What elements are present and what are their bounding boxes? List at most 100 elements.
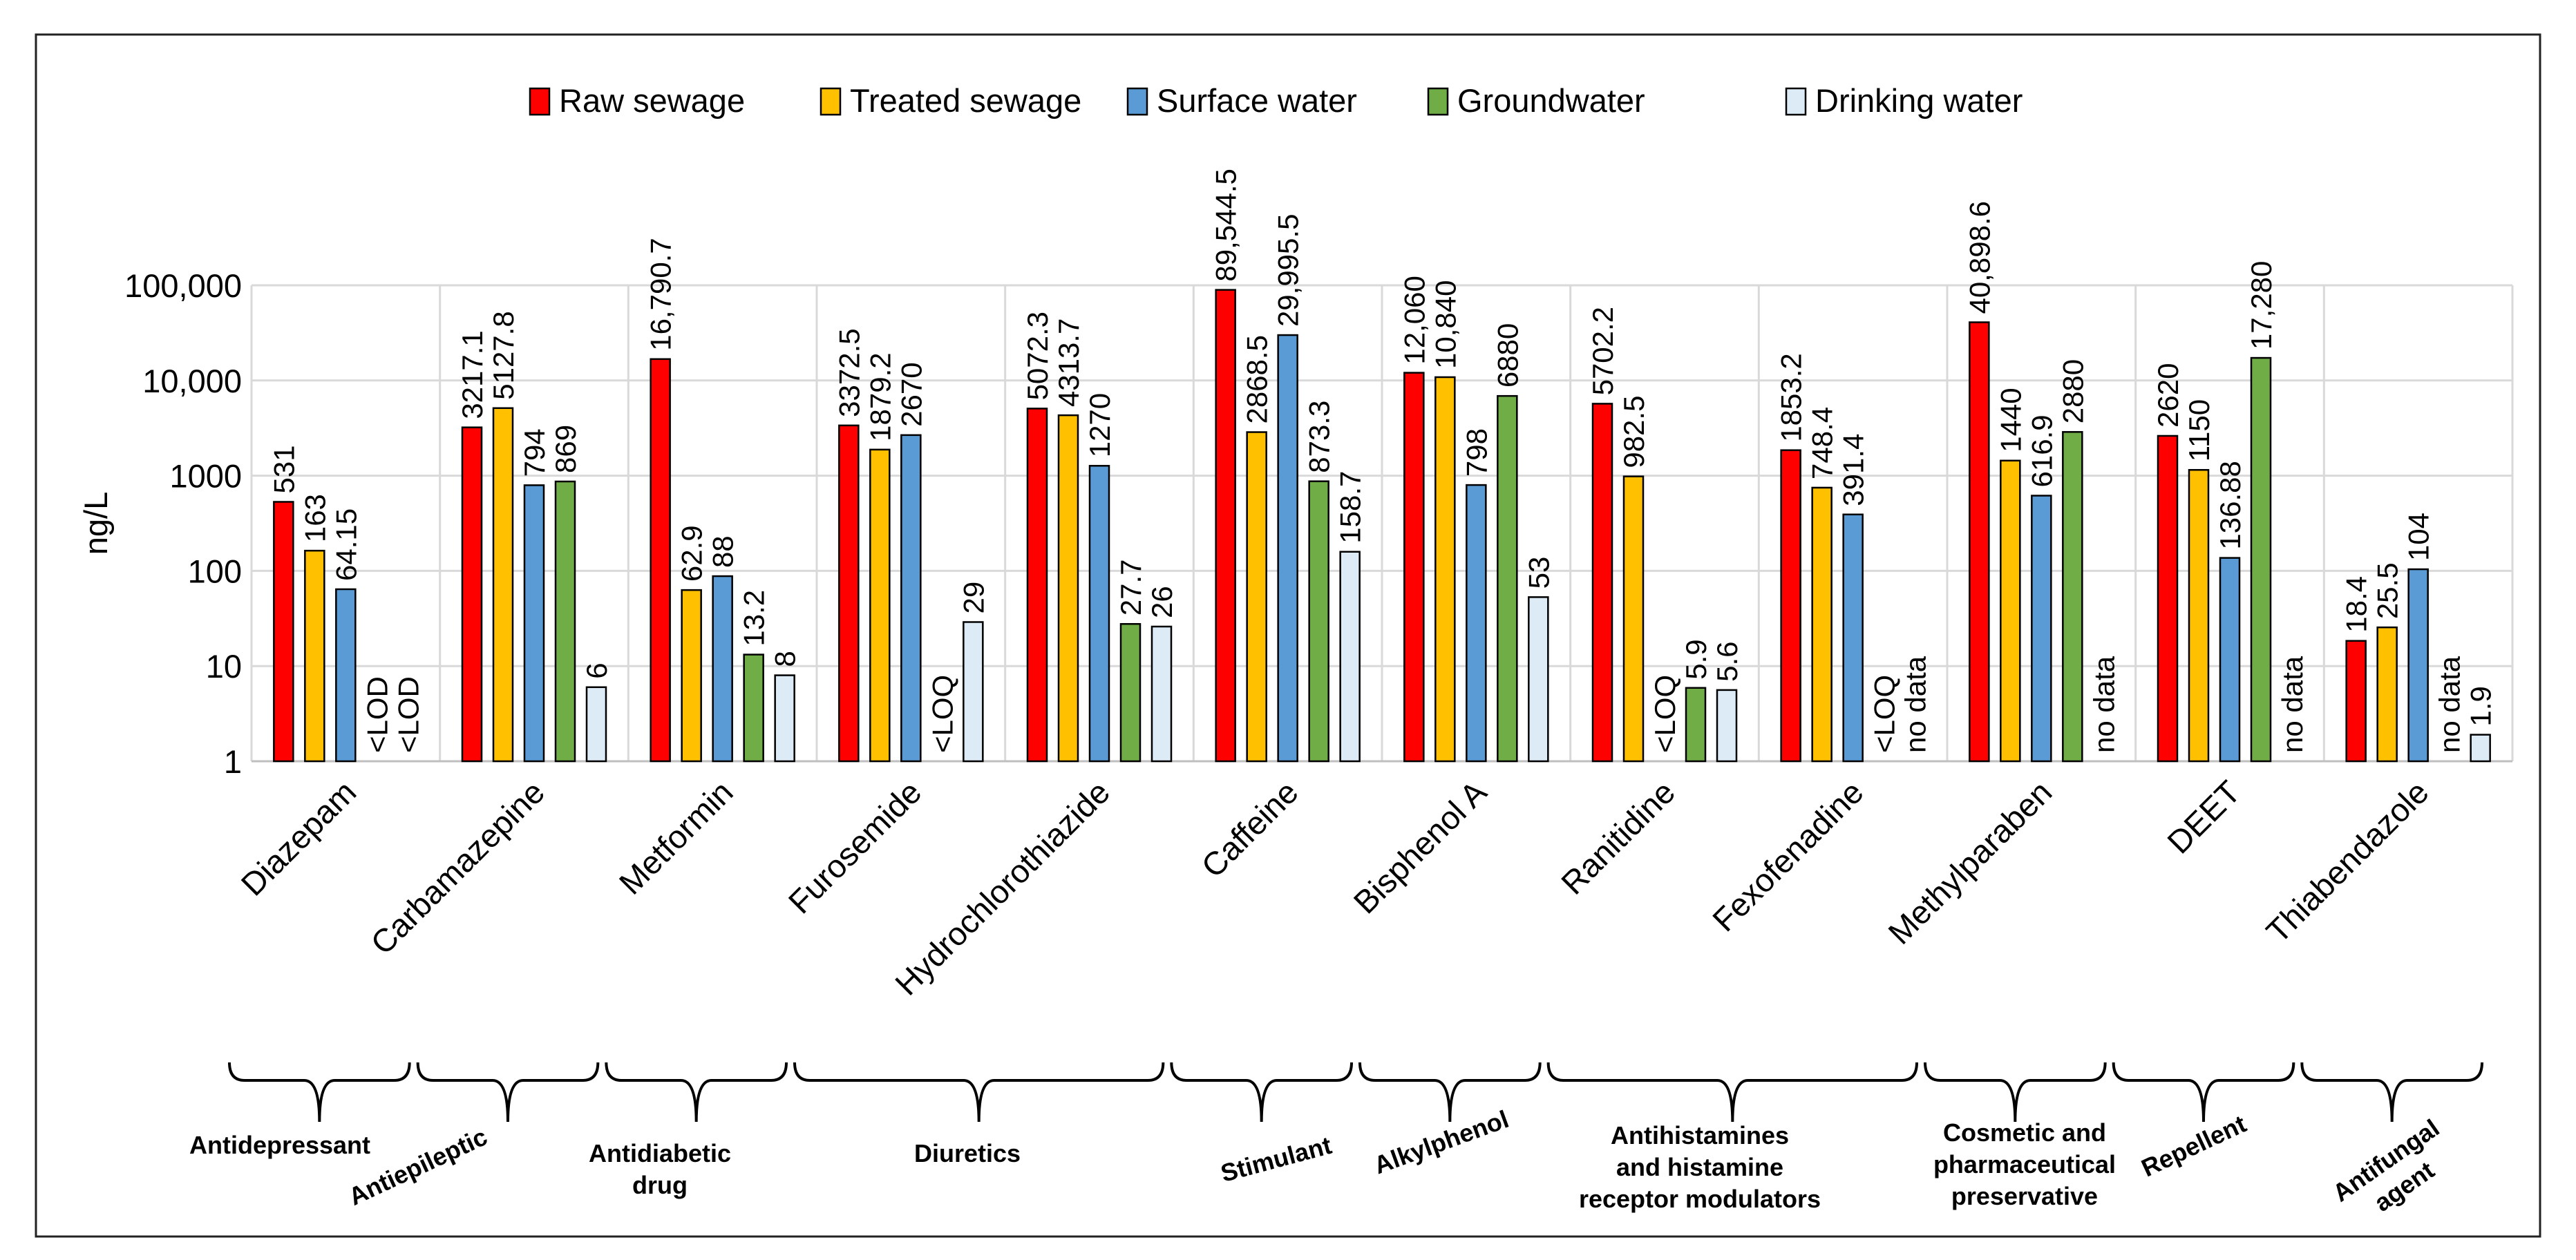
bar-drinking-water-carbamazepine — [585, 686, 607, 763]
data-label-drinking-water-diazepam: <LOD — [392, 676, 424, 753]
data-label-drinking-water-carbamazepine: 6 — [580, 662, 613, 678]
bar-treated-sewage-bisphenol-a — [1434, 376, 1456, 763]
data-label-treated-sewage-bisphenol-a: 10,840 — [1429, 280, 1461, 369]
legend-swatch-drinking-water — [1785, 87, 1807, 116]
y-tick-label: 1 — [224, 743, 242, 780]
group-label-antihistamines-and-histamine-receptor-modulators: Antihistamines and histamine receptor modu… — [1579, 1121, 1821, 1213]
bar-treated-sewage-metformin — [681, 589, 702, 763]
data-label-groundwater-ranitidine: 5.9 — [1680, 639, 1712, 679]
group-brace-antihistamines-and-histamine-receptor-modulators — [1546, 1062, 1918, 1123]
bar-surface-water-deet — [2219, 557, 2241, 763]
data-label-groundwater-thiabendazole: no data — [2434, 656, 2466, 753]
bar-treated-sewage-diazepam — [304, 549, 325, 763]
group-label-line: Antidiabetic — [589, 1139, 731, 1167]
bar-treated-sewage-furosemide — [869, 448, 891, 763]
bar-treated-sewage-caffeine — [1246, 431, 1267, 763]
data-label-drinking-water-bisphenol-a: 53 — [1522, 557, 1555, 589]
data-label-groundwater-caffeine: 873.3 — [1303, 401, 1336, 473]
data-label-treated-sewage-methylparaben: 1440 — [1994, 388, 2027, 452]
bar-drinking-water-metformin — [774, 674, 795, 763]
bar-drinking-water-caffeine — [1339, 551, 1361, 763]
data-label-surface-water-methylparaben: 616.9 — [2025, 414, 2058, 487]
data-label-surface-water-diazepam: 64.15 — [330, 508, 362, 581]
data-label-treated-sewage-metformin: 62.9 — [676, 525, 708, 582]
data-label-treated-sewage-fexofenadine: 748.4 — [1806, 407, 1839, 479]
legend-label-groundwater: Groundwater — [1457, 82, 1645, 119]
data-label-drinking-water-caffeine: 158.7 — [1334, 471, 1367, 544]
group-label-cosmetic-and-pharmaceutical-preservative: Cosmetic and pharmaceutical preservative — [1933, 1118, 2116, 1210]
group-brace-stimulant — [1170, 1062, 1353, 1123]
data-label-drinking-water-thiabendazole: 1.9 — [2465, 686, 2497, 726]
bar-raw-sewage-ranitidine — [1591, 403, 1613, 763]
legend-swatch-groundwater — [1427, 87, 1449, 116]
bar-drinking-water-bisphenol-a — [1528, 596, 1549, 763]
data-label-drinking-water-ranitidine: 5.6 — [1711, 642, 1743, 682]
bar-groundwater-metformin — [743, 653, 764, 763]
bar-raw-sewage-fexofenadine — [1780, 449, 1801, 763]
legend-label-treated-sewage: Treated sewage — [850, 82, 1081, 119]
data-label-treated-sewage-thiabendazole: 25.5 — [2371, 562, 2404, 619]
bar-groundwater-caffeine — [1308, 480, 1329, 763]
bar-drinking-water-furosemide — [963, 621, 984, 763]
group-label-line: pharmaceutical — [1933, 1150, 2116, 1178]
data-label-raw-sewage-thiabendazole: 18.4 — [2340, 576, 2373, 633]
bar-treated-sewage-thiabendazole — [2376, 626, 2398, 763]
bar-raw-sewage-diazepam — [273, 501, 294, 763]
data-label-surface-water-furosemide: 2670 — [895, 362, 927, 426]
bar-treated-sewage-hydrochlorothiazide — [1057, 414, 1079, 763]
bar-surface-water-bisphenol-a — [1466, 484, 1487, 763]
bar-surface-water-diazepam — [335, 588, 357, 763]
data-label-groundwater-deet: 17,280 — [2245, 261, 2277, 350]
data-label-drinking-water-deet: no data — [2276, 656, 2309, 753]
data-label-groundwater-fexofenadine: <LOQ — [1868, 675, 1901, 753]
group-label-line: Antihistamines — [1611, 1121, 1789, 1149]
data-label-raw-sewage-furosemide: 3372.5 — [833, 328, 865, 417]
data-label-drinking-water-metformin: 8 — [769, 651, 802, 667]
group-brace-antidepressant — [228, 1062, 411, 1123]
y-tick-label: 100 — [188, 553, 242, 589]
bar-groundwater-deet — [2250, 356, 2272, 763]
bar-treated-sewage-fexofenadine — [1811, 486, 1832, 763]
legend-label-surface-water: Surface water — [1157, 82, 1357, 119]
data-label-raw-sewage-ranitidine: 5702.2 — [1587, 307, 1619, 395]
data-label-surface-water-hydrochlorothiazide: 1270 — [1083, 393, 1116, 457]
group-label-line: and histamine — [1616, 1153, 1783, 1181]
data-label-drinking-water-hydrochlorothiazide: 26 — [1146, 586, 1178, 618]
bar-treated-sewage-carbamazepine — [492, 407, 514, 763]
y-tick-label: 100,000 — [124, 267, 242, 304]
group-brace-alkylphenol — [1358, 1062, 1542, 1123]
data-label-groundwater-metformin: 13.2 — [738, 590, 770, 647]
bar-surface-water-hydrochlorothiazide — [1088, 465, 1110, 763]
group-brace-antifungal-agent — [2300, 1062, 2483, 1123]
bar-surface-water-carbamazepine — [523, 484, 545, 763]
data-label-surface-water-deet: 136.88 — [2214, 461, 2246, 549]
data-label-groundwater-hydrochlorothiazide: 27.7 — [1115, 559, 1147, 615]
legend-swatch-raw-sewage — [529, 87, 551, 116]
bar-drinking-water-ranitidine — [1716, 689, 1738, 763]
data-label-drinking-water-furosemide: 29 — [957, 582, 989, 614]
data-label-treated-sewage-furosemide: 1879.2 — [864, 352, 896, 441]
group-label-line: receptor modulators — [1579, 1185, 1821, 1213]
bars: 531 3217.1 16,790.7 3372.5 5072.3 89,544.5 12,… — [267, 169, 2497, 763]
bar-groundwater-hydrochlorothiazide — [1119, 622, 1142, 763]
bar-groundwater-carbamazepine — [554, 480, 576, 763]
bar-raw-sewage-methylparaben — [1969, 321, 1990, 763]
legend-swatch-surface-water — [1126, 87, 1148, 116]
bar-raw-sewage-metformin — [650, 358, 671, 763]
data-label-surface-water-fexofenadine: 391.4 — [1837, 434, 1870, 506]
group-brace-repellent — [2112, 1062, 2295, 1123]
data-label-treated-sewage-hydrochlorothiazide: 4313.7 — [1052, 318, 1085, 407]
bar-surface-water-furosemide — [900, 434, 922, 763]
group-brace-diuretics — [793, 1062, 1165, 1123]
bar-raw-sewage-thiabendazole — [2345, 640, 2367, 763]
group-label-antidiabetic-drug: Antidiabetic drug — [589, 1139, 731, 1199]
data-label-groundwater-bisphenol-a: 6880 — [1491, 323, 1524, 388]
data-label-surface-water-bisphenol-a: 798 — [1460, 428, 1493, 477]
data-label-groundwater-carbamazepine: 869 — [549, 425, 582, 473]
data-label-surface-water-metformin: 88 — [707, 535, 739, 568]
data-label-raw-sewage-fexofenadine: 1853.2 — [1775, 353, 1808, 441]
group-brace-antidiabetic-drug — [605, 1062, 788, 1123]
y-tick-label: 10,000 — [142, 363, 242, 399]
bar-raw-sewage-carbamazepine — [461, 426, 483, 763]
legend-label-drinking-water: Drinking water — [1815, 82, 2023, 119]
